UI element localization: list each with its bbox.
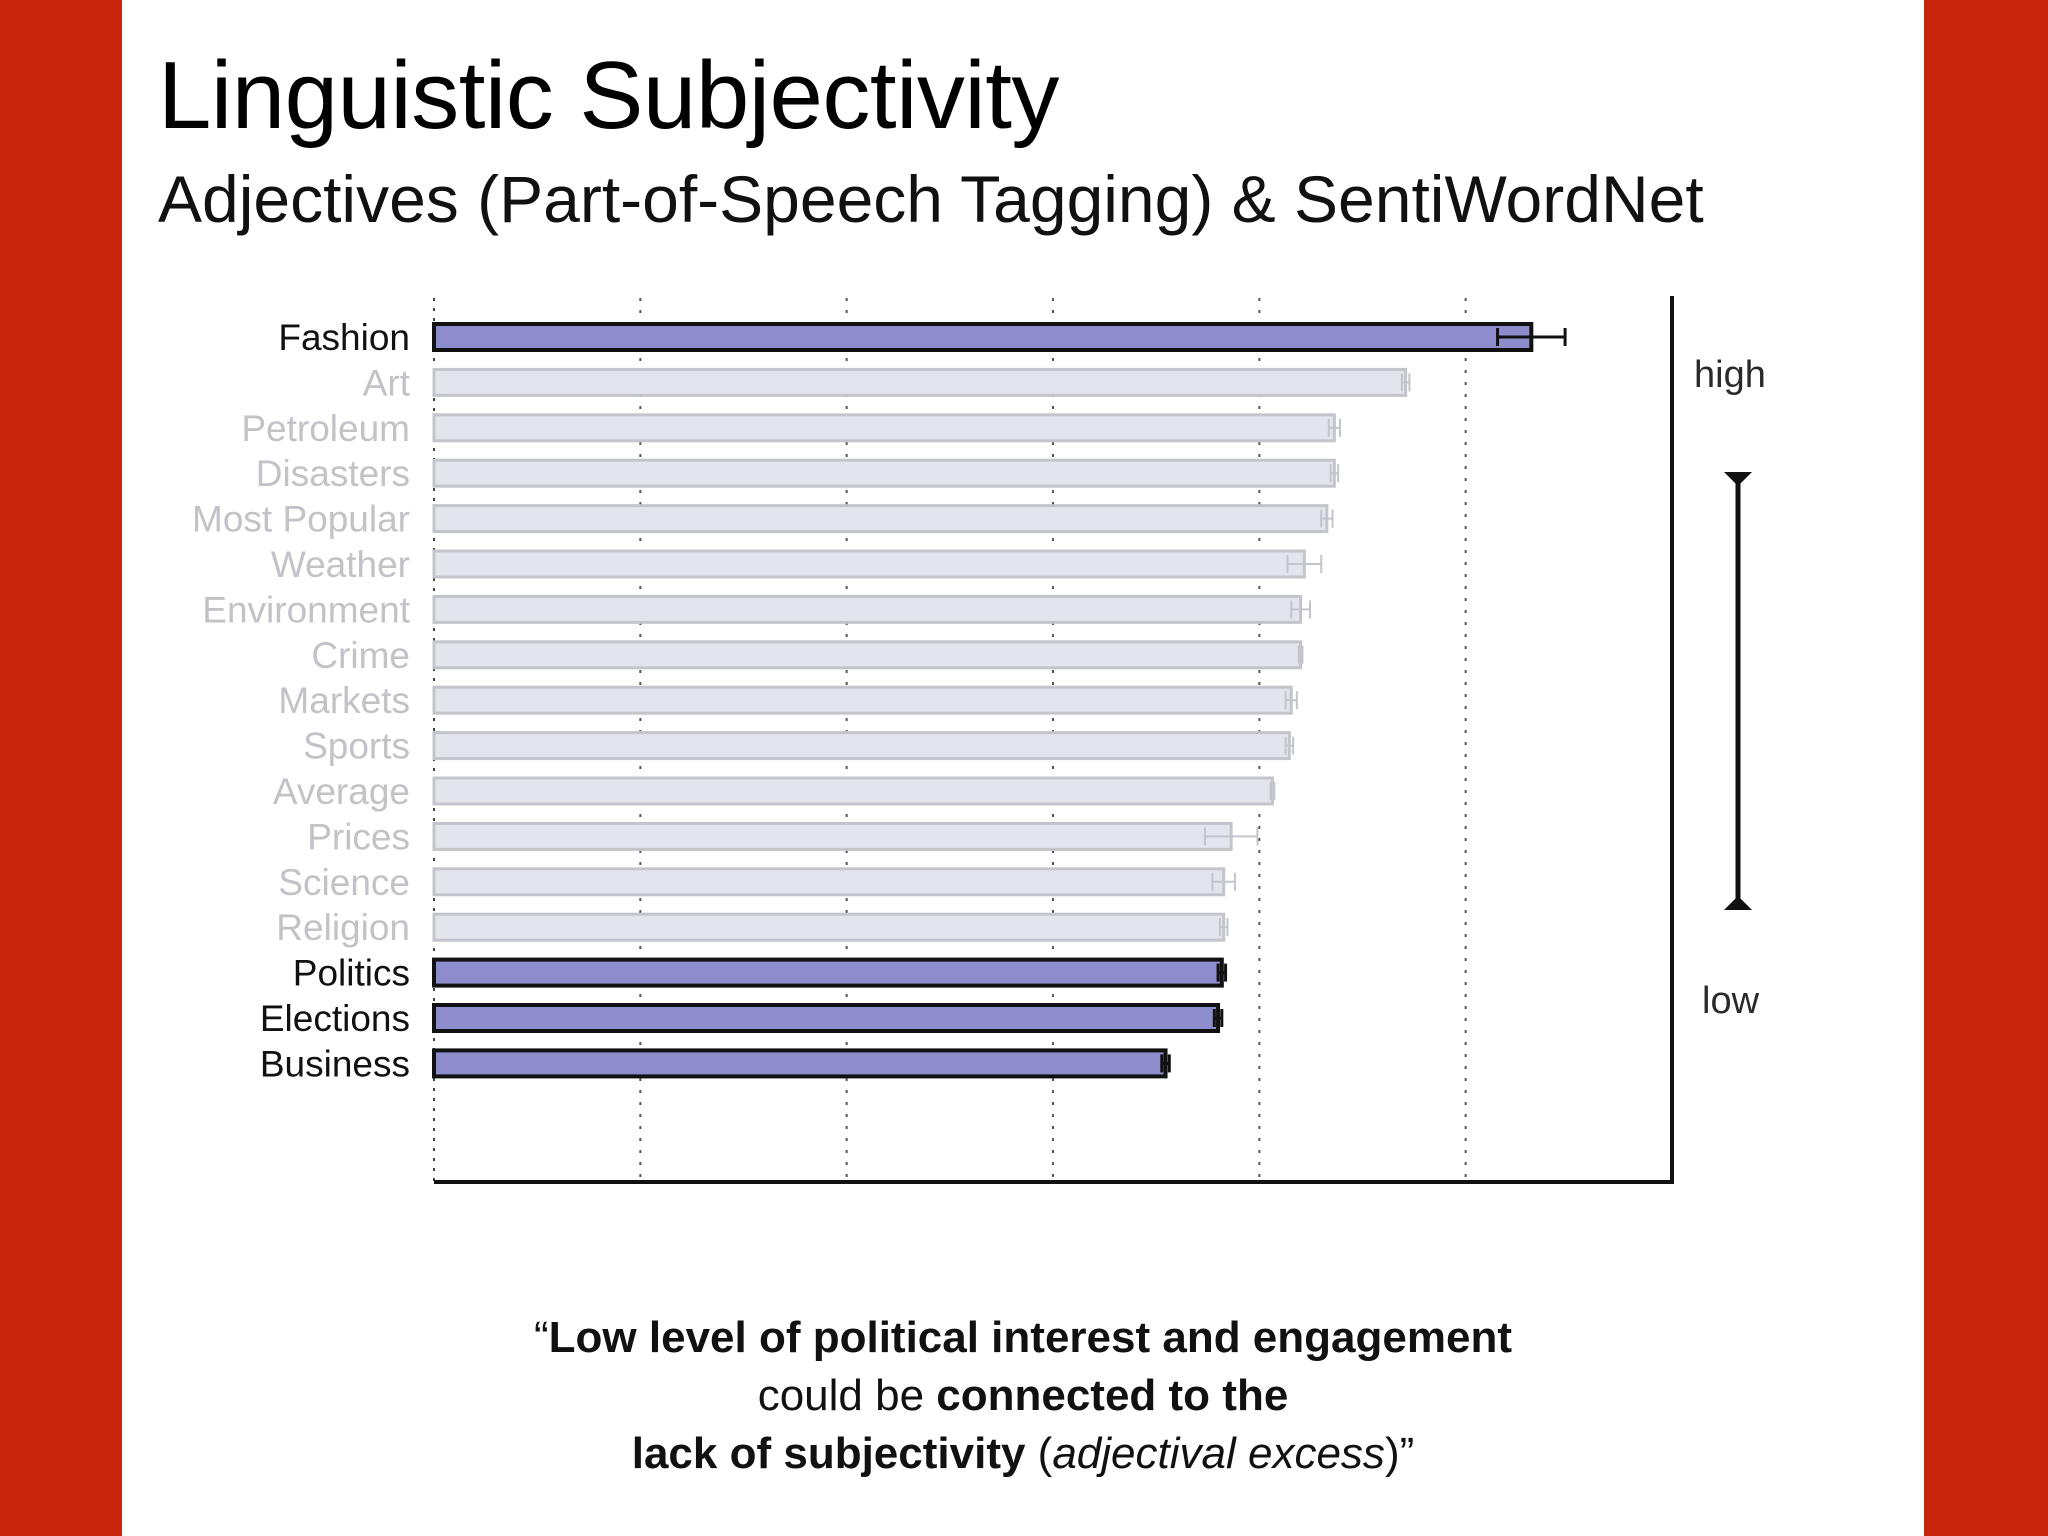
quote-line2-plain: could be	[757, 1371, 937, 1420]
category-label: Business	[260, 1043, 410, 1084]
category-label: Markets	[278, 680, 410, 721]
slide-subtitle: Adjectives (Part-of-Speech Tagging) & Se…	[158, 162, 1704, 236]
category-label: Environment	[202, 589, 410, 630]
bar	[432, 957, 1224, 988]
bar	[432, 1003, 1221, 1033]
scale-low-label: low	[1702, 980, 1760, 1022]
scale-high-label: high	[1694, 354, 1766, 396]
category-label: Science	[278, 862, 410, 903]
quote-line3-italic: adjectival excess	[1052, 1429, 1385, 1478]
category-label: Fashion	[278, 317, 410, 358]
category-label: Prices	[307, 816, 410, 857]
category-label: Weather	[271, 544, 410, 585]
slide-title: Linguistic Subjectivity	[158, 42, 1059, 149]
bar	[432, 322, 1534, 352]
quote-open-mark: “	[534, 1313, 549, 1362]
quote-line-1: “Low level of political interest and eng…	[122, 1316, 1924, 1360]
quote-line2-bold: connected to the	[936, 1371, 1289, 1420]
category-label: Most Popular	[192, 499, 410, 540]
quote-line3-open: (	[1025, 1429, 1053, 1478]
quote-line-2: could be connected to the	[122, 1374, 1924, 1418]
bar	[432, 685, 1293, 715]
bar	[432, 594, 1303, 624]
bar	[432, 413, 1336, 443]
category-label: Art	[363, 362, 411, 403]
bar	[432, 867, 1226, 897]
right-accent-band	[1924, 0, 2048, 1536]
category-label: Religion	[276, 907, 410, 948]
bar	[432, 367, 1408, 397]
quote-line3-close: )”	[1384, 1429, 1415, 1478]
left-accent-band	[0, 0, 122, 1536]
category-label: Politics	[293, 953, 410, 994]
bar	[432, 549, 1306, 579]
bar	[432, 458, 1336, 488]
bar	[432, 776, 1274, 806]
bar	[432, 1048, 1168, 1079]
category-label: Petroleum	[241, 408, 410, 449]
bar	[432, 821, 1233, 851]
bar	[432, 912, 1226, 942]
quote-line3-bold: lack of subjectivity	[631, 1429, 1026, 1478]
category-label: Sports	[303, 726, 410, 767]
category-label: Disasters	[256, 453, 410, 494]
quote-line-3: lack of subjectivity (adjectival excess)…	[122, 1432, 1924, 1476]
bar	[432, 504, 1329, 534]
category-label: Average	[273, 771, 410, 812]
bar	[432, 731, 1291, 761]
category-label: Crime	[311, 635, 410, 676]
bar	[432, 640, 1303, 670]
scale-arrow	[1724, 472, 1752, 910]
category-label: Elections	[260, 998, 410, 1039]
quote-line1-bold: Low level of political interest and enga…	[548, 1313, 1512, 1362]
